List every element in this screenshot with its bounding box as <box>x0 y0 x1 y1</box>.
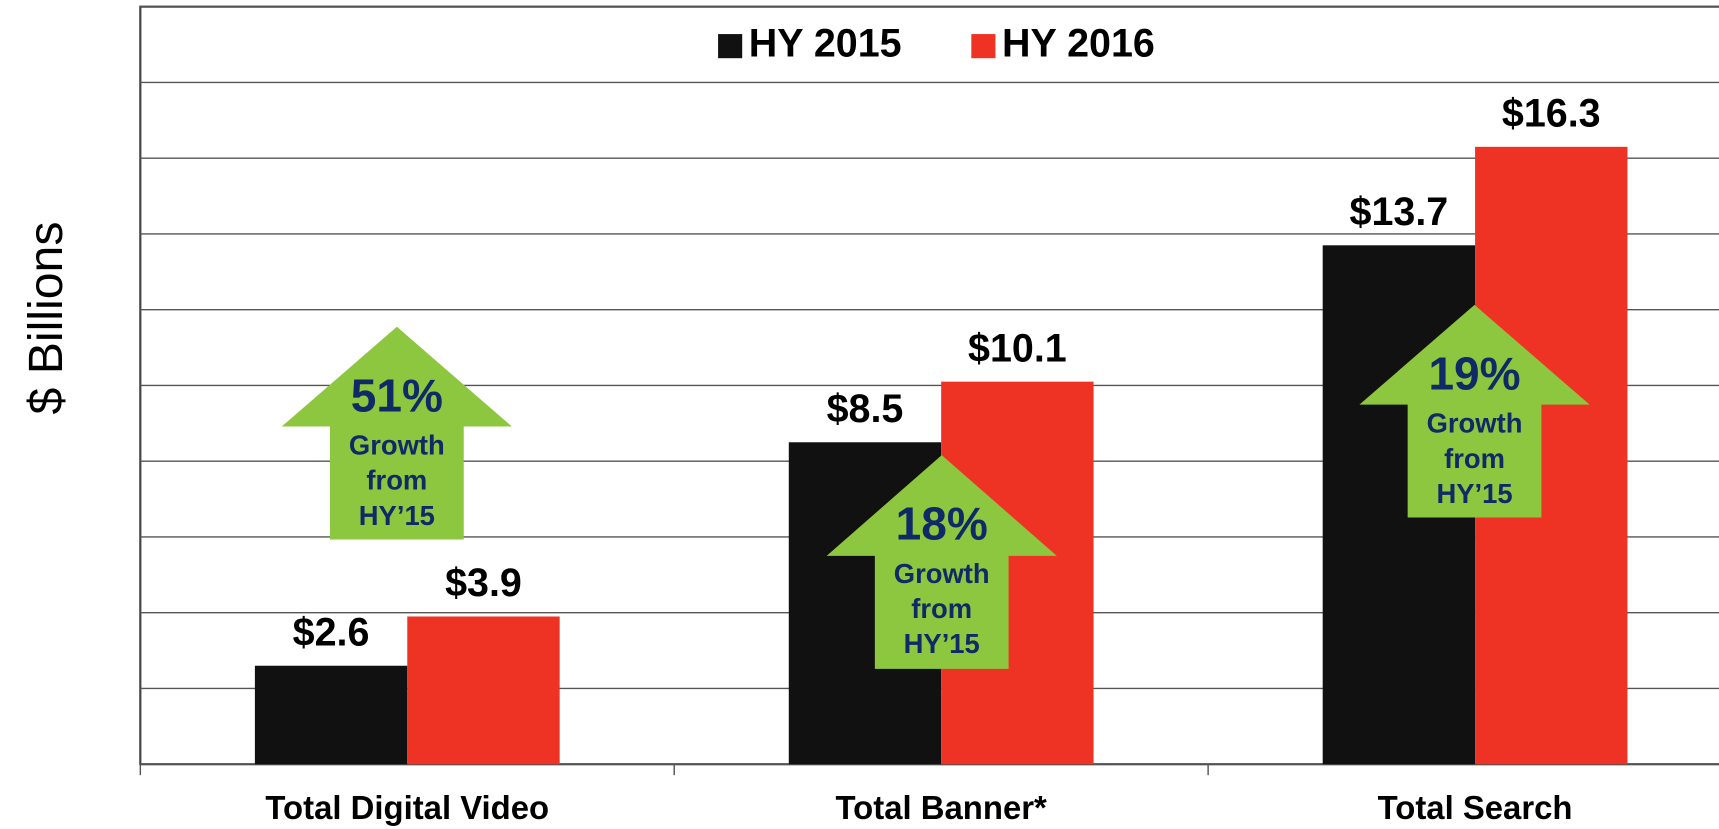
x-tick-label: Total Digital Video <box>265 789 549 826</box>
legend-label: HY 2016 <box>1002 22 1155 66</box>
growth-arrow <box>281 326 512 540</box>
bar <box>254 665 408 765</box>
growth-text: HY’15 <box>359 500 435 531</box>
x-tick-label: Total Search <box>1378 789 1573 826</box>
growth-text: HY’15 <box>1436 478 1512 509</box>
legend-swatch <box>718 34 743 59</box>
growth-text: from <box>911 593 972 624</box>
value-label: $16.3 <box>1502 92 1601 136</box>
value-label: $10.1 <box>968 326 1067 370</box>
growth-text: HY’15 <box>904 628 980 659</box>
growth-text: Growth <box>894 558 990 589</box>
growth-percent: 51% <box>351 369 443 421</box>
growth-arrow <box>826 455 1057 669</box>
growth-text: Growth <box>349 430 445 461</box>
value-label: $8.5 <box>827 387 904 431</box>
growth-percent: 18% <box>896 498 988 550</box>
value-label: $13.7 <box>1350 190 1449 234</box>
legend-swatch <box>971 34 996 59</box>
growth-text: from <box>1444 443 1505 474</box>
bar <box>407 616 560 765</box>
legend-label: HY 2015 <box>749 22 902 66</box>
y-axis-label: $ Billions <box>19 222 73 415</box>
value-label: $3.9 <box>445 561 522 605</box>
value-label: $2.6 <box>293 610 370 654</box>
growth-text: from <box>366 465 427 496</box>
x-tick-label: Total Banner* <box>836 789 1047 826</box>
growth-percent: 19% <box>1428 347 1520 399</box>
growth-arrow <box>1359 304 1590 518</box>
growth-text: Growth <box>1427 408 1523 439</box>
